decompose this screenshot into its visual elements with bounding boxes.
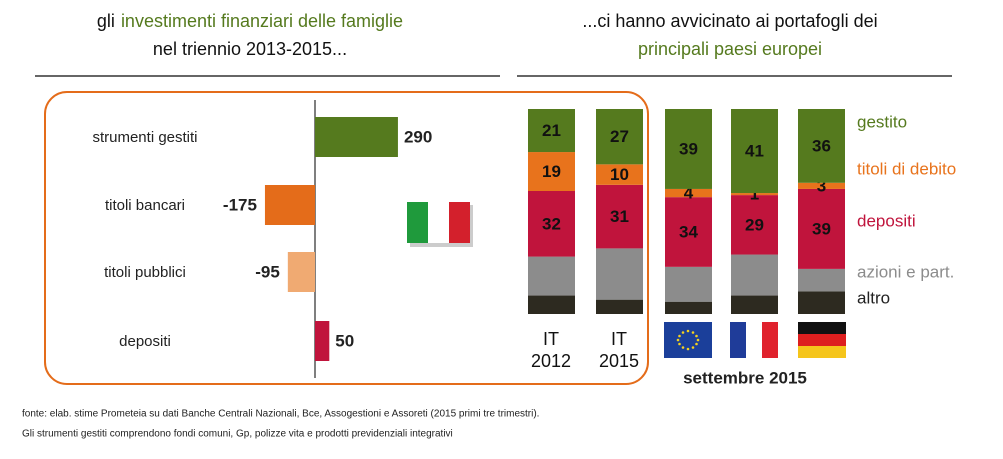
bar-segment	[596, 248, 643, 300]
right-title-line1: ...ci hanno avvicinato ai portafogli dei	[582, 11, 877, 31]
value-label: 10	[610, 165, 629, 184]
bar-segment	[596, 109, 643, 165]
bar-segment	[731, 193, 778, 196]
value-label: 4	[684, 184, 694, 203]
left-title-line2: nel triennio 2013-2015...	[153, 39, 347, 59]
value-label: -95	[255, 262, 280, 281]
bar-segment	[665, 301, 712, 314]
bar-segment	[665, 188, 712, 198]
flag-france	[730, 322, 778, 358]
value-label: 39	[812, 219, 831, 238]
flag-italy	[407, 202, 473, 247]
source-note: fonte: elab. stime Prometeia su dati Ban…	[22, 409, 539, 420]
bar-segment	[798, 268, 845, 292]
bar-segment	[528, 295, 575, 314]
value-label: 41	[745, 142, 764, 161]
legend-label: depositi	[857, 211, 916, 230]
legend-label: titoli di debito	[857, 159, 956, 178]
bar-segment	[731, 195, 778, 255]
value-label: 34	[679, 222, 698, 241]
value-label: -175	[223, 195, 257, 214]
flag-germany	[798, 322, 846, 358]
bar	[287, 252, 315, 292]
bar-segment	[528, 152, 575, 191]
bar-segment	[798, 182, 845, 189]
bar-segment	[731, 109, 778, 194]
bar-segment	[596, 184, 643, 249]
bar-segment	[528, 191, 575, 257]
x-label: IT 2015	[598, 329, 640, 371]
legend-label: azioni e part.	[857, 262, 954, 281]
bar	[264, 185, 315, 225]
value-label: 19	[542, 162, 561, 181]
bar-segment	[798, 109, 845, 183]
legend-label: gestito	[857, 112, 907, 131]
annotation: settembre 2015	[683, 368, 807, 387]
bar	[315, 117, 398, 157]
category-label: titoli bancari	[104, 196, 186, 214]
bar-segment	[665, 109, 712, 189]
value-label: 50	[335, 331, 354, 350]
highlight-frame	[44, 91, 649, 385]
category-label: strumenti gestiti	[92, 128, 198, 146]
bar-segment	[596, 299, 643, 314]
legend-label: altro	[857, 288, 890, 307]
value-label: 3	[817, 176, 826, 195]
value-label: 290	[404, 127, 432, 146]
bar-segment	[798, 188, 845, 269]
bar-segment	[596, 164, 643, 185]
bar-segment	[665, 197, 712, 267]
bar-segment	[528, 109, 575, 153]
bar-segment	[731, 295, 778, 314]
value-label: 32	[542, 214, 561, 233]
value-label: 27	[610, 127, 629, 146]
value-label: 36	[812, 136, 831, 155]
bar-segment	[798, 291, 845, 314]
bar-segment	[731, 254, 778, 296]
left-title-line1: gli investimenti finanziari delle famigli…	[97, 11, 403, 31]
value-label: 31	[610, 207, 629, 226]
bar-segment	[528, 256, 575, 296]
category-label: depositi	[119, 332, 171, 350]
category-label: titoli pubblici	[104, 263, 186, 281]
note: Gli strumenti gestiti comprendono fondi …	[22, 429, 453, 440]
bar-segment	[665, 266, 712, 302]
bar	[315, 321, 330, 361]
value-label: 39	[679, 139, 698, 158]
x-label: IT 2012	[530, 329, 572, 371]
right-title-line2: principali paesi europei	[638, 39, 822, 59]
value-label: 29	[745, 215, 764, 234]
title-highlight: investimenti finanziari delle famiglie	[121, 11, 403, 31]
flag-eu	[664, 322, 712, 358]
title-part: gli	[97, 11, 115, 31]
value-label: 1	[750, 185, 759, 204]
value-label: 21	[542, 121, 561, 140]
